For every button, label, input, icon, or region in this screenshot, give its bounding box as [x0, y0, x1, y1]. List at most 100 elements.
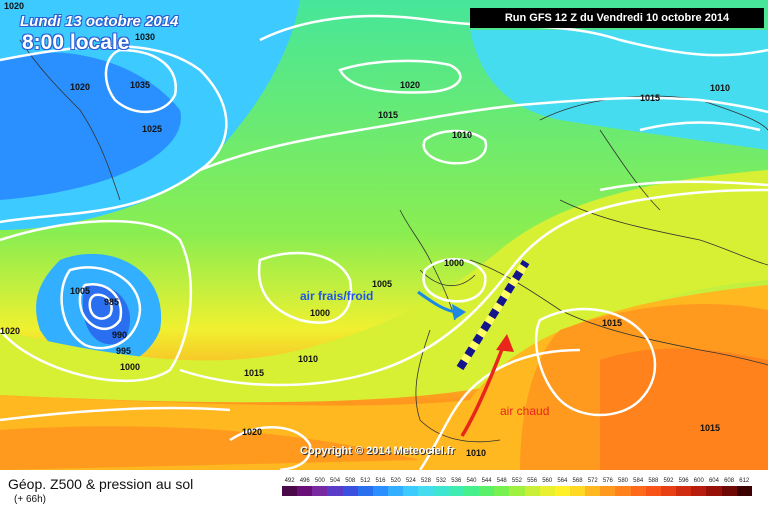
scale-tick-label: 524 — [405, 478, 416, 484]
scale-tick-label: 560 — [542, 478, 553, 484]
scale-tick-label: 556 — [527, 478, 538, 484]
scale-color-swatch — [615, 486, 631, 496]
scale-tick-label: 580 — [618, 478, 629, 484]
isobar-label: 1015 — [700, 423, 721, 433]
scale-tick-label: 536 — [451, 478, 462, 484]
scale-color-swatch — [645, 486, 661, 496]
weather-map: Lundi 13 octobre 2014 8:00 locale Run GF… — [0, 0, 768, 470]
forecast-offset: (+ 66h) — [14, 494, 46, 505]
scale-color-swatch — [509, 486, 525, 496]
color-scale: 492 496 500 504 508 512 516 520 524 528 532 536 540 5… — [282, 478, 752, 496]
scale-tick-label: 576 — [602, 478, 613, 484]
scale-color-swatch — [585, 486, 601, 496]
scale-tick-label: 500 — [314, 478, 325, 484]
isobar-label: 985 — [104, 297, 120, 307]
isobar-label: 1020 — [70, 82, 91, 92]
scale-color-swatch — [676, 486, 692, 496]
color-scale-labels: 492 496 500 504 508 512 516 520 524 528 532 536 540 5… — [282, 478, 752, 484]
scale-tick-label: 608 — [724, 478, 735, 484]
copyright-notice: Copyright © 2014 Meteociel.fr — [300, 445, 455, 457]
isobar-label: 1015 — [378, 110, 399, 120]
model-run-banner: Run GFS 12 Z du Vendredi 10 octobre 2014 — [470, 8, 764, 28]
scale-tick-label: 592 — [663, 478, 674, 484]
isobar-label: 1010 — [298, 354, 319, 364]
color-scale-bar — [282, 486, 752, 496]
scale-tick-label: 596 — [678, 478, 689, 484]
isobar-label: 990 — [112, 330, 128, 340]
scale-color-swatch — [691, 486, 707, 496]
scale-tick-label: 564 — [557, 478, 568, 484]
scale-tick-label: 540 — [466, 478, 477, 484]
isobar-label: 1015 — [244, 368, 265, 378]
isobar-label: 1000 — [120, 362, 141, 372]
isobar-label: 1000 — [444, 258, 465, 268]
scale-tick-label: 512 — [360, 478, 371, 484]
scale-tick-label: 548 — [496, 478, 507, 484]
scale-color-swatch — [539, 486, 555, 496]
scale-color-swatch — [372, 486, 389, 496]
scale-color-swatch — [433, 486, 449, 496]
scale-tick-label: 552 — [511, 478, 522, 484]
scale-color-swatch — [282, 486, 298, 496]
isobar-label: 1015 — [602, 318, 623, 328]
scale-tick-label: 508 — [345, 478, 356, 484]
scale-color-swatch — [297, 486, 313, 496]
isobar-label: 1020 — [0, 326, 21, 336]
scale-color-swatch — [403, 486, 419, 496]
scale-tick-label: 588 — [648, 478, 659, 484]
scale-tick-label: 532 — [436, 478, 447, 484]
scale-color-swatch — [388, 486, 404, 496]
map-caption: Géop. Z500 & pression au sol — [8, 476, 194, 492]
scale-tick-label: 568 — [572, 478, 583, 484]
isobar-label: 1005 — [70, 286, 91, 296]
isobar-label: 1010 — [466, 448, 487, 458]
scale-color-swatch — [569, 486, 586, 496]
scale-tick-label: 492 — [284, 478, 295, 484]
scale-color-swatch — [357, 486, 373, 496]
scale-color-swatch — [554, 486, 570, 496]
scale-color-swatch — [327, 486, 343, 496]
scale-color-swatch — [479, 486, 495, 496]
isobar-label: 1000 — [310, 308, 331, 318]
scale-tick-label: 584 — [633, 478, 644, 484]
scale-tick-label: 612 — [739, 478, 750, 484]
isobar-label: 1005 — [372, 279, 393, 289]
scale-color-swatch — [524, 486, 540, 496]
scale-color-swatch — [463, 486, 480, 496]
scale-color-swatch — [630, 486, 646, 496]
scale-color-swatch — [342, 486, 358, 496]
cold-air-label: air frais/froid — [300, 289, 374, 303]
scale-tick-label: 604 — [708, 478, 719, 484]
isobar-label: 1030 — [135, 32, 156, 42]
isobar-label: 1025 — [142, 124, 163, 134]
scale-color-swatch — [418, 486, 434, 496]
isobar-label: 1015 — [640, 93, 661, 103]
forecast-time: 8:00 locale — [22, 31, 130, 54]
scale-color-swatch — [312, 486, 328, 496]
scale-tick-label: 544 — [481, 478, 492, 484]
scale-tick-label: 516 — [375, 478, 386, 484]
scale-color-swatch — [494, 486, 510, 496]
scale-color-swatch — [660, 486, 677, 496]
scale-tick-label: 520 — [390, 478, 401, 484]
legend-footer: Géop. Z500 & pression au sol (+ 66h) 492… — [0, 470, 768, 512]
scale-tick-label: 600 — [693, 478, 704, 484]
warm-air-label: air chaud — [500, 404, 550, 418]
isobar-label: 995 — [116, 346, 132, 356]
isobar-label: 1035 — [130, 80, 151, 90]
isobar-label: 1020 — [242, 427, 263, 437]
scale-tick-label: 572 — [587, 478, 598, 484]
scale-tick-label: 496 — [299, 478, 310, 484]
scale-color-swatch — [736, 486, 752, 496]
scale-tick-label: 528 — [420, 478, 431, 484]
scale-color-swatch — [600, 486, 616, 496]
isobar-label: 1020 — [4, 1, 25, 11]
forecast-date: Lundi 13 octobre 2014 — [20, 13, 179, 30]
scale-color-swatch — [448, 486, 464, 496]
isobar-label: 1020 — [400, 80, 421, 90]
isobar-label: 1010 — [452, 130, 473, 140]
scale-color-swatch — [706, 486, 722, 496]
scale-tick-label: 504 — [330, 478, 341, 484]
scale-color-swatch — [721, 486, 737, 496]
isobar-label: 1010 — [710, 83, 731, 93]
